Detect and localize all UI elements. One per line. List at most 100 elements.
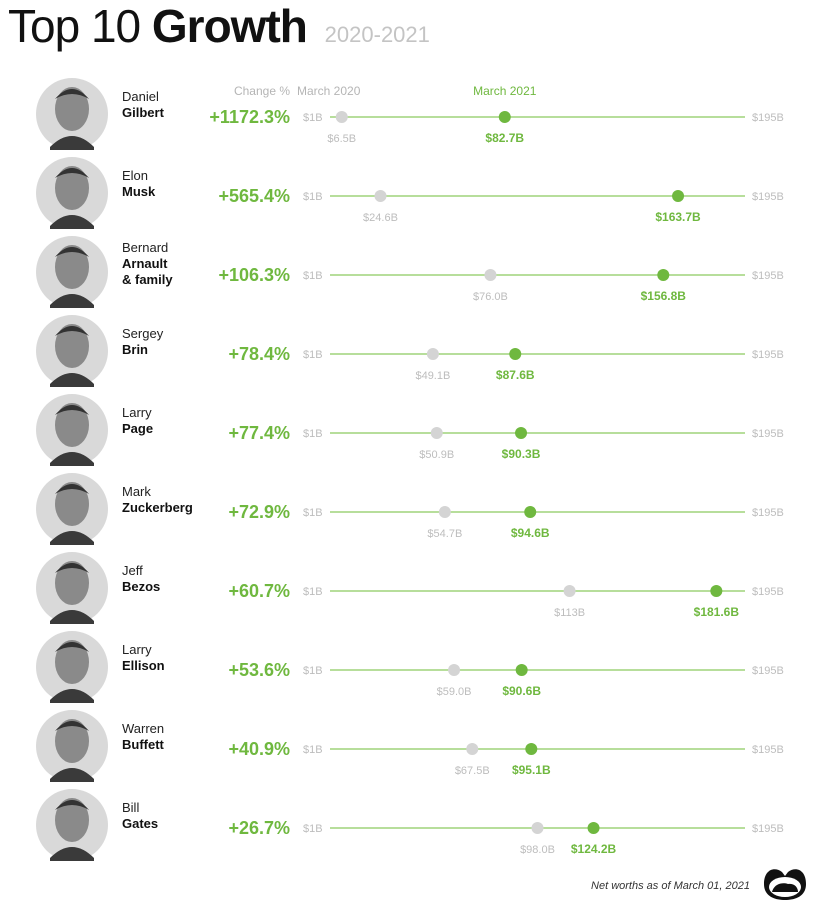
first-name: Larry	[122, 642, 152, 657]
dot-2020	[531, 822, 544, 834]
last-name-line2: & family	[122, 272, 173, 287]
label-2020: $59.0B	[437, 686, 472, 698]
avatar-shoulders	[50, 768, 94, 782]
axis-min-label: $1B	[303, 349, 323, 361]
avatar-hair	[55, 721, 89, 731]
label-2020: $98.0B	[520, 844, 555, 856]
last-name: Zuckerberg	[122, 500, 193, 515]
first-name: Mark	[122, 484, 151, 499]
avatar-shoulders	[50, 136, 94, 150]
axis-min-label: $1B	[303, 823, 323, 835]
last-name: Ellison	[122, 658, 165, 673]
dot-2020	[374, 190, 387, 202]
label-2021: $87.6B	[496, 368, 535, 382]
dot-2020	[335, 111, 348, 123]
dot-2021	[657, 269, 670, 281]
avatar-shoulders	[50, 452, 94, 466]
title-part2: Growth	[151, 0, 308, 52]
label-2021: $82.7B	[485, 131, 524, 145]
avatar-hair	[55, 800, 89, 810]
avatar-shoulders	[50, 373, 94, 387]
dot-2020	[563, 585, 576, 597]
first-name: Larry	[122, 405, 152, 420]
label-2020: $76.0B	[473, 291, 508, 303]
change-percent: +40.9%	[228, 739, 290, 759]
avatar-hair	[55, 642, 89, 652]
header-change: Change %	[234, 84, 290, 98]
label-2020: $49.1B	[415, 370, 450, 382]
first-name: Daniel	[122, 89, 159, 104]
label-2020: $50.9B	[419, 449, 454, 461]
dot-2021	[525, 743, 538, 755]
change-percent: +565.4%	[218, 186, 290, 206]
change-percent: +78.4%	[228, 344, 290, 364]
dot-2020	[484, 269, 497, 281]
dot-2021	[498, 111, 511, 123]
avatar-shoulders	[50, 689, 94, 703]
header-march-2020: March 2020	[297, 84, 361, 98]
avatar-face	[55, 561, 89, 605]
avatar-face	[55, 482, 89, 526]
last-name: Buffett	[122, 737, 165, 752]
avatar-shoulders	[50, 215, 94, 229]
axis-max-label: $195B	[752, 586, 784, 598]
dot-2021	[710, 585, 723, 597]
avatar-shoulders	[50, 294, 94, 308]
binoculars-logo-icon	[764, 869, 806, 900]
avatar-shoulders	[50, 531, 94, 545]
dot-2021	[515, 427, 528, 439]
title-part1: Top 10	[8, 0, 141, 52]
label-2021: $163.7B	[655, 210, 701, 224]
first-name: Jeff	[122, 563, 143, 578]
label-2021: $94.6B	[511, 526, 550, 540]
label-2021: $95.1B	[512, 763, 551, 777]
axis-max-label: $195B	[752, 270, 784, 282]
avatar-hair	[55, 484, 89, 494]
label-2020: $67.5B	[455, 765, 490, 777]
avatar-hair	[55, 89, 89, 99]
change-percent: +72.9%	[228, 502, 290, 522]
avatar-face	[55, 640, 89, 684]
label-2020: $113B	[554, 607, 585, 619]
dot-2021	[509, 348, 522, 360]
label-2021: $90.3B	[502, 447, 541, 461]
label-2021: $181.6B	[694, 605, 740, 619]
avatar-shoulders	[50, 847, 94, 861]
dot-2021	[587, 822, 600, 834]
dot-2020	[466, 743, 479, 755]
first-name: Bernard	[122, 240, 168, 255]
axis-max-label: $195B	[752, 823, 784, 835]
avatar-hair	[55, 563, 89, 573]
avatar-hair	[55, 326, 89, 336]
first-name: Sergey	[122, 326, 164, 341]
change-percent: +1172.3%	[209, 107, 290, 127]
axis-max-label: $195B	[752, 507, 784, 519]
last-name: Bezos	[122, 579, 160, 594]
axis-min-label: $1B	[303, 270, 323, 282]
axis-max-label: $195B	[752, 744, 784, 756]
avatar-face	[55, 166, 89, 210]
change-percent: +106.3%	[218, 265, 290, 285]
last-name: Musk	[122, 184, 156, 199]
axis-min-label: $1B	[303, 428, 323, 440]
avatar-hair	[55, 247, 89, 257]
avatar-face	[55, 245, 89, 289]
dot-2021	[672, 190, 685, 202]
axis-max-label: $195B	[752, 191, 784, 203]
axis-min-label: $1B	[303, 744, 323, 756]
chart-title: Top 10 Growth 2020-2021	[8, 0, 430, 61]
axis-max-label: $195B	[752, 349, 784, 361]
avatar-hair	[55, 168, 89, 178]
axis-max-label: $195B	[752, 112, 784, 124]
axis-max-label: $195B	[752, 428, 784, 440]
avatar-shoulders	[50, 610, 94, 624]
axis-max-label: $195B	[752, 665, 784, 677]
change-percent: +60.7%	[228, 581, 290, 601]
first-name: Warren	[122, 721, 164, 736]
axis-min-label: $1B	[303, 586, 323, 598]
label-2020: $24.6B	[363, 212, 398, 224]
last-name: Page	[122, 421, 153, 436]
axis-min-label: $1B	[303, 191, 323, 203]
